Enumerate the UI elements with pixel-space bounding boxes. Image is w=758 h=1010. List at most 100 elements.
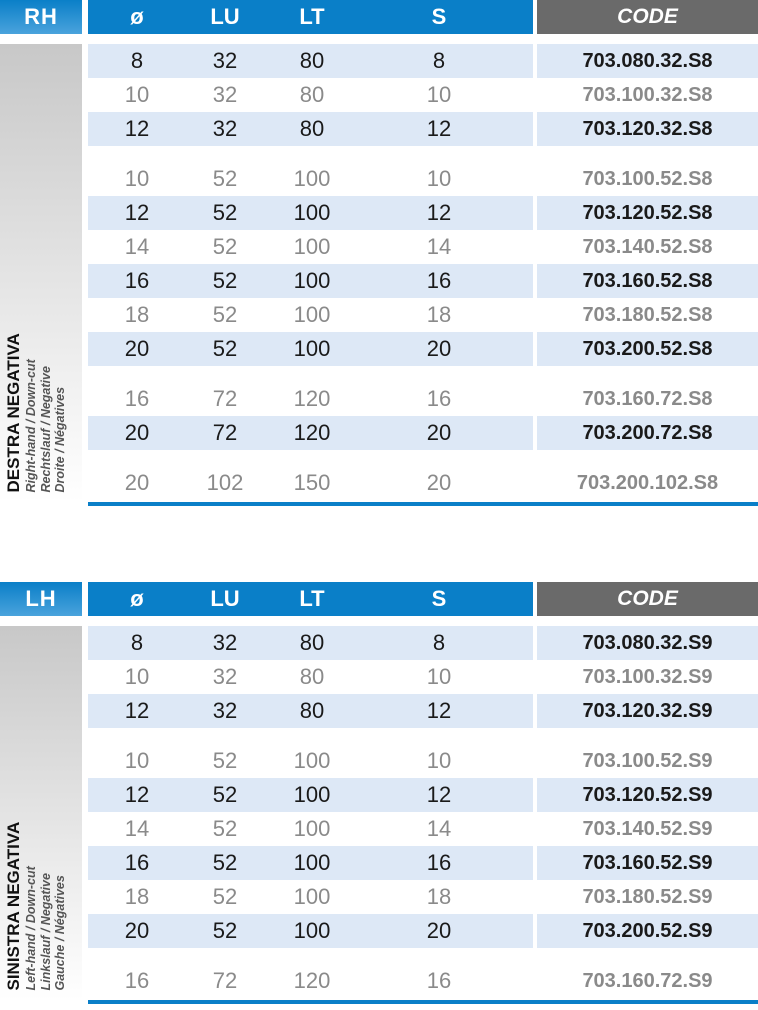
cell-code[interactable]: 703.100.32.S8 [582,84,713,106]
table-row: 16 52 100 16 703.160.52.S9 [88,846,758,880]
cell-dia: 10 [124,664,150,689]
cell-lt: 100 [293,884,331,909]
table-row: 16 72 120 16 703.160.72.S9 [88,964,758,998]
cell-code[interactable]: 703.140.52.S9 [582,818,713,840]
table-row: 20 102 150 20 703.200.102.S8 [88,466,758,500]
cell-code[interactable]: 703.100.52.S8 [582,168,713,190]
cell-code[interactable]: 703.100.52.S9 [582,750,713,772]
cell-dia: 10 [124,166,150,191]
cell-s: 14 [426,816,452,841]
cell-lu: 52 [212,782,238,807]
column-header-dia: ø [130,586,144,611]
cell-dia: 8 [130,48,144,73]
cell-code[interactable]: 703.200.102.S8 [576,472,719,494]
cell-code[interactable]: 703.160.72.S8 [582,388,713,410]
header-band [88,0,533,34]
row-bg [88,112,533,146]
cell-dia: 16 [124,850,150,875]
table-row: 10 52 100 10 703.100.52.S9 [88,744,758,778]
table-row: 14 52 100 14 703.140.52.S8 [88,230,758,264]
cell-dia: 18 [124,884,150,909]
category-sidebar: SINISTRA NEGATIVA Left-hand / Down-cut Lin… [0,626,82,1000]
cell-lu: 32 [212,48,238,73]
cell-s: 10 [426,664,452,689]
cell-lt: 80 [299,48,325,73]
cell-lu: 72 [212,386,238,411]
cell-dia: 16 [124,268,150,293]
cell-s: 10 [426,82,452,107]
row-bg-code [537,44,758,78]
cell-lu: 32 [212,116,238,141]
cell-dia: 18 [124,302,150,327]
cell-dia: 16 [124,386,150,411]
cell-s: 20 [426,420,452,445]
cell-s: 20 [426,470,452,495]
column-header-s: S [431,586,447,611]
cell-code[interactable]: 703.080.32.S8 [582,50,713,72]
table-row: 18 52 100 18 703.180.52.S8 [88,298,758,332]
row-bg [88,416,533,450]
row-bg [88,778,533,812]
cell-lu: 32 [212,698,238,723]
cell-lt: 80 [299,630,325,655]
hand-label: LH [0,582,82,616]
cell-s: 12 [426,116,452,141]
cell-s: 10 [426,166,452,191]
cell-code[interactable]: 703.120.52.S9 [582,784,713,806]
row-bg-code [537,778,758,812]
row-bg [88,264,533,298]
table-row: 12 52 100 12 703.120.52.S9 [88,778,758,812]
cell-lt: 100 [293,336,331,361]
cell-code[interactable]: 703.200.52.S9 [582,920,713,942]
category-title: SINISTRA NEGATIVA [4,821,23,990]
table-row: 10 32 80 10 703.100.32.S9 [88,660,758,694]
cell-code[interactable]: 703.080.32.S9 [582,632,713,654]
table-row: 12 32 80 12 703.120.32.S9 [88,694,758,728]
column-header-lt: LT [299,4,325,29]
cell-lu: 72 [212,420,238,445]
table-row: 16 72 120 16 703.160.72.S8 [88,382,758,416]
cell-code[interactable]: 703.120.32.S9 [582,700,713,722]
cell-lu: 52 [212,884,238,909]
column-header-dia: ø [130,4,144,29]
cell-s: 16 [426,386,452,411]
cell-dia: 8 [130,630,144,655]
category-label: SINISTRA NEGATIVA Left-hand / Down-cut Lin… [4,821,68,990]
table-header: LH ø LU LT S CODE [0,582,758,616]
cell-code[interactable]: 703.160.52.S8 [582,270,713,292]
cell-code[interactable]: 703.140.52.S8 [582,236,713,258]
cell-lu: 52 [212,234,238,259]
column-header-code: CODE [537,582,758,616]
cell-code[interactable]: 703.120.52.S8 [582,202,713,224]
table-bottom-rule [88,1000,758,1004]
row-bg [88,332,533,366]
cell-lt: 100 [293,166,331,191]
cell-lt: 100 [293,234,331,259]
hand-label: RH [0,0,82,34]
cell-dia: 16 [124,968,150,993]
cell-code[interactable]: 703.160.72.S9 [582,970,713,992]
cell-lu: 32 [212,82,238,107]
table-row: 8 32 80 8 703.080.32.S8 [88,44,758,78]
row-bg [88,626,533,660]
cell-lt: 100 [293,748,331,773]
cell-code[interactable]: 703.120.32.S8 [582,118,713,140]
cell-lt: 100 [293,918,331,943]
cell-lu: 32 [212,664,238,689]
table-row: 20 72 120 20 703.200.72.S8 [88,416,758,450]
cell-code[interactable]: 703.200.52.S8 [582,338,713,360]
cell-code[interactable]: 703.180.52.S8 [582,304,713,326]
table-row: 12 52 100 12 703.120.52.S8 [88,196,758,230]
table-header: RH ø LU LT S CODE [0,0,758,34]
cell-code[interactable]: 703.200.72.S8 [582,422,713,444]
cell-code[interactable]: 703.180.52.S9 [582,886,713,908]
category-subtitle: Linkslauf / Negative [38,872,53,990]
table-row: 16 52 100 16 703.160.52.S8 [88,264,758,298]
column-header-lu: LU [210,4,240,29]
cell-code[interactable]: 703.160.52.S9 [582,852,713,874]
row-bg-code [537,626,758,660]
cell-code[interactable]: 703.100.32.S9 [582,666,713,688]
category-subtitle: Rechtslauf / Negative [38,365,53,492]
cell-dia: 20 [124,336,150,361]
cell-lt: 120 [293,420,331,445]
